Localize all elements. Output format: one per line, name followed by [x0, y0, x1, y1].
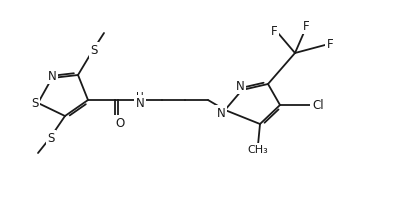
Text: N: N	[136, 96, 144, 109]
Text: N: N	[236, 80, 244, 92]
Text: H: H	[136, 92, 144, 102]
Text: O: O	[115, 116, 125, 129]
Text: F: F	[271, 25, 277, 37]
Text: S: S	[31, 96, 39, 109]
Text: S: S	[47, 131, 55, 145]
Text: CH₃: CH₃	[247, 145, 268, 155]
Text: F: F	[327, 37, 333, 50]
Text: N: N	[217, 107, 225, 120]
Text: Cl: Cl	[312, 98, 324, 111]
Text: S: S	[90, 44, 98, 56]
Text: N: N	[48, 69, 57, 83]
Text: F: F	[303, 19, 309, 32]
